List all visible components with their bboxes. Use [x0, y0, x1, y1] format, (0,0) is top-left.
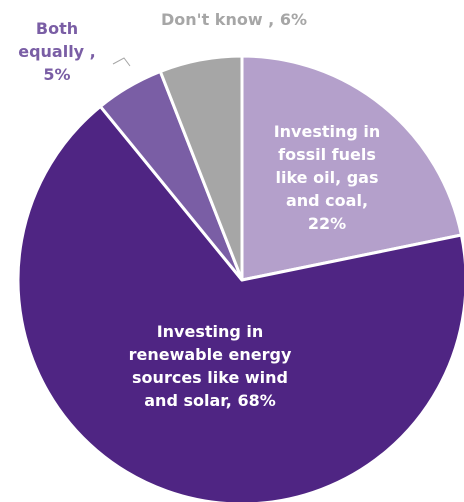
leader-line-both-equally: [112, 57, 131, 67]
slice-fossil-fuels: [240, 54, 463, 282]
label-renewable-energy-line: renewable energy: [129, 345, 292, 364]
label-both-equally-line: Both: [36, 19, 78, 38]
label-fossil-fuels-line: and coal,: [286, 191, 368, 210]
label-renewable-energy-line: sources like wind: [132, 368, 288, 387]
label-dont-know-line: Don't know , 6%: [161, 10, 307, 29]
slice-dont-know: [158, 54, 244, 282]
label-both-equally-line: equally ,: [18, 42, 96, 61]
label-fossil-fuels-line: Investing in: [274, 122, 381, 141]
label-fossil-fuels-line: like oil, gas: [276, 168, 379, 187]
label-dont-know: Don't know , 6%: [161, 10, 307, 29]
label-fossil-fuels-line: fossil fuels: [278, 145, 376, 164]
label-renewable-energy-line: Investing in: [157, 322, 264, 341]
label-renewable-energy: Investing in renewable energy sources like…: [129, 322, 292, 410]
label-both-equally-line: 5%: [43, 65, 70, 84]
label-fossil-fuels: Investing in fossil fuels like oil, gas and…: [274, 122, 381, 233]
label-both-equally: Both equally , 5%: [18, 19, 96, 84]
label-fossil-fuels-line: 22%: [308, 214, 346, 233]
label-renewable-energy-line: and solar, 68%: [144, 391, 276, 410]
slice-renewable-energy: [16, 104, 464, 502]
